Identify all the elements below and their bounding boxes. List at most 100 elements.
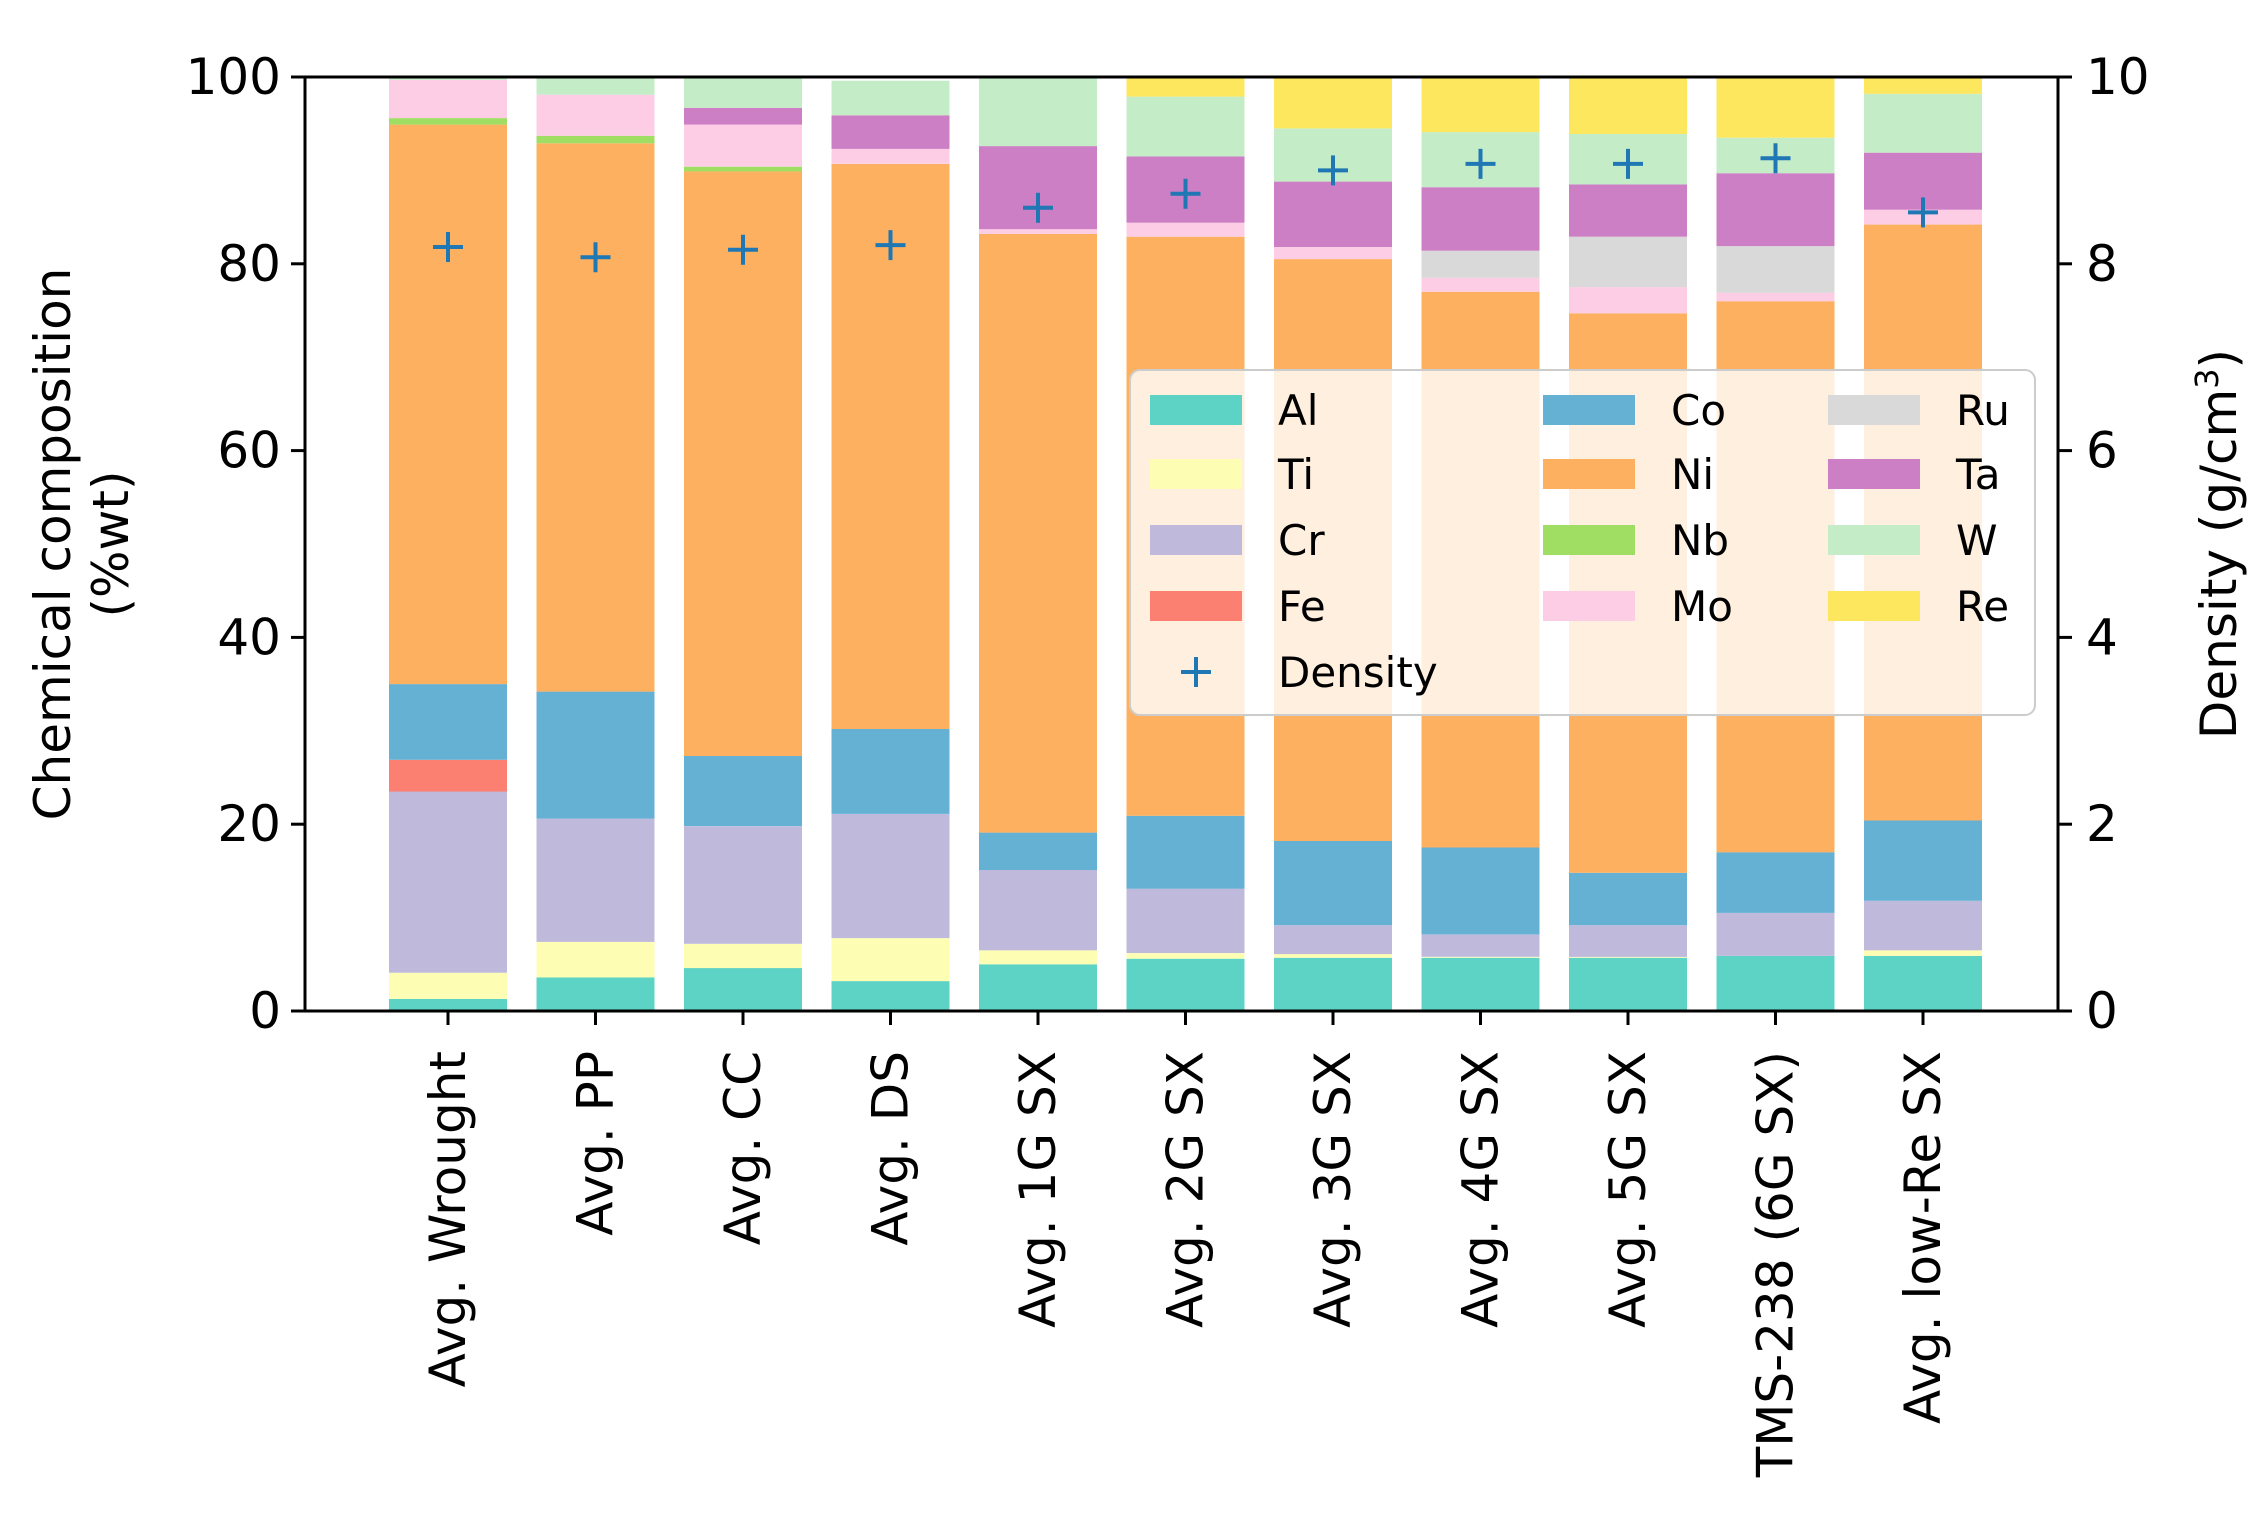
left-y-ticks: 0 20 40 60 80 100 bbox=[186, 48, 305, 1040]
bar-ti-avg-1g-sx bbox=[979, 950, 1097, 965]
bar-al-avg-2g-sx bbox=[1126, 958, 1245, 1011]
density-marker-avg-low-re-sx bbox=[1908, 197, 1938, 228]
legend-item-ni: Ni bbox=[1543, 450, 1714, 499]
bar-re-avg-2g-sx bbox=[1126, 77, 1245, 97]
bar-co-avg-1g-sx bbox=[979, 832, 1097, 870]
y2-axis-title-main: Density (g/cm bbox=[2190, 389, 2248, 739]
bar-w-avg-low-re-sx bbox=[1864, 93, 1982, 153]
x-category-label-avg-1g-sx: Avg. 1G SX bbox=[1009, 1051, 1067, 1328]
legend-item-co: Co bbox=[1543, 386, 1726, 435]
bar-cr-tms-238-6g-sx bbox=[1716, 912, 1835, 956]
bar-al-avg-wrought bbox=[389, 998, 507, 1011]
legend-item-ta: Ta bbox=[1828, 450, 2000, 499]
bar-ni-avg-cc bbox=[684, 171, 802, 757]
bar-co-avg-5g-sx bbox=[1569, 872, 1687, 926]
y2-axis-title-sup: 3 bbox=[2188, 368, 2226, 388]
legend-label-co: Co bbox=[1671, 386, 1726, 435]
x-category-labels: Avg. Wrought Avg. PP Avg. CC Avg. DS Avg. 1G… bbox=[419, 1011, 1952, 1478]
bar-re-avg-5g-sx bbox=[1569, 77, 1687, 134]
bar-ru-avg-4g-sx bbox=[1421, 250, 1540, 278]
bar-al-avg-low-re-sx bbox=[1864, 955, 1982, 1011]
bar-re-avg-4g-sx bbox=[1421, 77, 1540, 133]
y2-tick-label: 2 bbox=[2086, 795, 2118, 853]
legend-item-ti: Ti bbox=[1150, 450, 1314, 499]
bar-ti-avg-pp bbox=[536, 941, 655, 978]
bar-mo-avg-wrought bbox=[389, 79, 507, 119]
legend-label-w: W bbox=[1956, 516, 1998, 565]
legend-swatch-fe bbox=[1150, 591, 1242, 621]
legend-swatch-co bbox=[1543, 395, 1635, 425]
bar-mo-avg-4g-sx bbox=[1421, 277, 1540, 292]
bar-ti-avg-2g-sx bbox=[1126, 953, 1245, 959]
legend-item-cr: Cr bbox=[1150, 516, 1325, 565]
bar-re-avg-3g-sx bbox=[1274, 77, 1392, 129]
bar-al-avg-1g-sx bbox=[979, 964, 1097, 1011]
bar-nb-avg-pp bbox=[536, 135, 655, 144]
bar-co-avg-pp bbox=[536, 691, 655, 819]
legend-label-al: Al bbox=[1278, 386, 1318, 435]
legend-label-cr: Cr bbox=[1278, 516, 1325, 565]
bar-mo-avg-pp bbox=[536, 94, 655, 136]
density-marker-avg-pp bbox=[580, 242, 611, 273]
bar-ti-avg-ds bbox=[831, 938, 950, 982]
bar-ta-avg-5g-sx bbox=[1569, 184, 1687, 237]
legend-label-mo: Mo bbox=[1671, 582, 1733, 631]
bar-al-avg-pp bbox=[536, 977, 655, 1011]
bar-ti-avg-cc bbox=[684, 943, 802, 969]
legend-swatch-nb bbox=[1543, 525, 1635, 555]
bar-re-avg-low-re-sx bbox=[1864, 77, 1982, 94]
bar-cr-avg-5g-sx bbox=[1569, 925, 1687, 957]
legend-item-density: Density bbox=[1181, 648, 1438, 697]
bar-w-avg-cc bbox=[684, 77, 802, 108]
bar-co-tms-238-6g-sx bbox=[1716, 852, 1835, 913]
y2-tick-label: 6 bbox=[2086, 422, 2118, 480]
bar-ta-avg-4g-sx bbox=[1421, 187, 1540, 251]
bar-ti-avg-3g-sx bbox=[1274, 954, 1392, 958]
bar-w-avg-1g-sx bbox=[979, 77, 1097, 147]
x-category-label-avg-low-re-sx: Avg. low-Re SX bbox=[1894, 1051, 1952, 1424]
bar-al-avg-3g-sx bbox=[1274, 957, 1392, 1011]
bar-cr-avg-2g-sx bbox=[1126, 888, 1245, 953]
legend-label-ni: Ni bbox=[1671, 450, 1714, 499]
bar-cr-avg-wrought bbox=[389, 791, 507, 973]
bar-cr-avg-pp bbox=[536, 818, 655, 942]
legend-item-fe: Fe bbox=[1150, 582, 1326, 631]
x-category-label-avg-pp: Avg. PP bbox=[567, 1051, 625, 1236]
bar-co-avg-cc bbox=[684, 756, 802, 826]
bar-ni-avg-1g-sx bbox=[979, 233, 1097, 833]
y2-axis-title: Density (g/cm3) bbox=[2188, 349, 2248, 739]
bar-ru-avg-5g-sx bbox=[1569, 236, 1687, 288]
bar-cr-avg-ds bbox=[831, 813, 950, 939]
y2-tick-label: 10 bbox=[2086, 48, 2150, 106]
x-category-label-avg-2g-sx: Avg. 2G SX bbox=[1157, 1051, 1215, 1328]
bar-al-avg-5g-sx bbox=[1569, 957, 1687, 1011]
legend-swatch-ta bbox=[1828, 459, 1920, 489]
density-markers bbox=[433, 143, 1938, 273]
legend-label-nb: Nb bbox=[1671, 516, 1729, 565]
bar-al-avg-cc bbox=[684, 968, 802, 1011]
density-marker-avg-ds bbox=[875, 230, 906, 261]
y2-tick-label: 0 bbox=[2086, 982, 2118, 1040]
right-y-ticks: 0 2 4 6 8 10 bbox=[2058, 48, 2150, 1040]
bar-mo-avg-5g-sx bbox=[1569, 287, 1687, 314]
bar-co-avg-3g-sx bbox=[1274, 841, 1392, 926]
bar-ru-tms-238-6g-sx bbox=[1716, 246, 1835, 293]
bar-cr-avg-4g-sx bbox=[1421, 934, 1540, 957]
bar-w-avg-ds bbox=[831, 80, 950, 116]
bar-ta-avg-ds bbox=[831, 115, 950, 149]
bar-cr-avg-1g-sx bbox=[979, 870, 1097, 951]
legend: Al Ti Cr Fe Co Ni Nb Mo Ru Ta W Re Density bbox=[1129, 369, 2036, 716]
left-axis-title: Chemical composition (%wt) bbox=[24, 268, 140, 821]
x-category-label-avg-cc: Avg. CC bbox=[714, 1051, 772, 1245]
legend-label-density: Density bbox=[1278, 648, 1438, 697]
y2-tick-label: 4 bbox=[2086, 608, 2118, 666]
bar-re-tms-238-6g-sx bbox=[1716, 77, 1835, 138]
x-category-label-avg-4g-sx: Avg. 4G SX bbox=[1452, 1051, 1510, 1328]
bar-ta-avg-cc bbox=[684, 107, 802, 125]
legend-items: Al Ti Cr Fe Co Ni Nb Mo Ru Ta W Re Density bbox=[1150, 386, 2010, 697]
bar-w-avg-2g-sx bbox=[1126, 96, 1245, 157]
bar-co-avg-ds bbox=[831, 728, 950, 814]
density-marker-avg-2g-sx bbox=[1170, 178, 1201, 209]
legend-swatch-al bbox=[1150, 395, 1242, 425]
